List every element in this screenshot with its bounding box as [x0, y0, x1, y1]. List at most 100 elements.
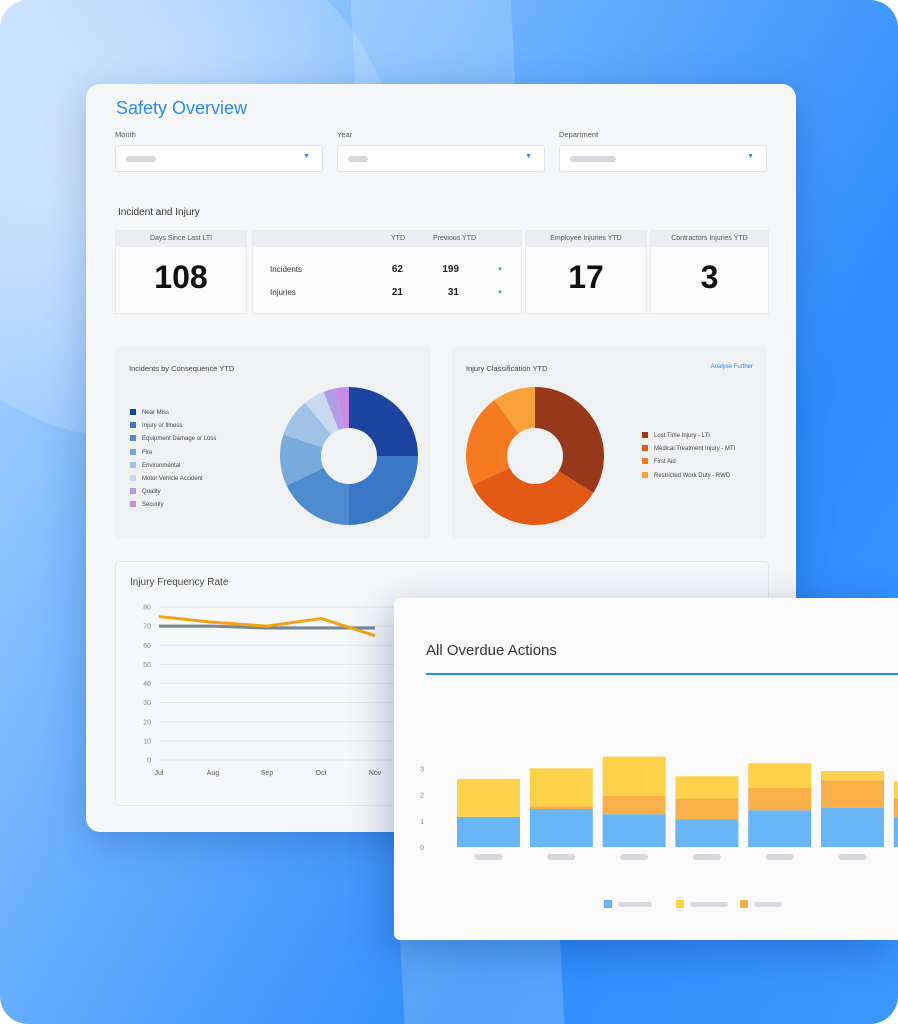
slice-security[interactable]: [336, 387, 349, 429]
bar-segment[interactable]: [675, 819, 739, 847]
x-tick-label: Jul: [155, 770, 164, 777]
slice-injury-or-illness[interactable]: [349, 456, 418, 525]
legend-swatch: [130, 475, 136, 481]
bar-segment[interactable]: [529, 768, 593, 807]
incidents-table-card: YTD Previous YTD Incidents 62 199 ▼ Inju…: [252, 230, 522, 314]
y-tick-label: 2: [420, 793, 424, 800]
slice-motor-vehicle-accident[interactable]: [305, 391, 339, 435]
y-tick-label: 40: [143, 681, 151, 688]
legend-label: Medical Treatment Injury - MTI: [654, 446, 736, 453]
legend-swatch: [130, 422, 136, 429]
month-select[interactable]: ▼: [115, 145, 323, 172]
legend-label-placeholder: [754, 902, 782, 907]
slice-fire[interactable]: [280, 434, 324, 486]
legend-label: Near Miss: [142, 410, 170, 416]
bar-segment[interactable]: [602, 756, 666, 796]
legend-swatch: [130, 501, 136, 508]
bar-segment[interactable]: [821, 807, 884, 847]
bar-segment[interactable]: [893, 798, 898, 817]
x-tick-label-placeholder: [547, 854, 576, 860]
overdue-bar-chart: 3 2 1 0: [420, 756, 898, 908]
slice-environmental[interactable]: [283, 402, 332, 448]
month-select-value: [126, 156, 156, 162]
legend-item-medical-treatment-injury-mti: Medical Treatment Injury - MTI: [642, 445, 735, 452]
x-tick-label: Nov: [369, 770, 382, 777]
y-tick-label: 80: [143, 605, 151, 612]
legend-swatch: [642, 458, 648, 465]
analyse-further-link[interactable]: Analyse Further: [710, 364, 753, 370]
year-select[interactable]: ▼: [337, 145, 545, 172]
col-previous-ytd: Previous YTD: [433, 235, 477, 242]
month-label: Month: [115, 130, 136, 139]
legend-swatch: [642, 445, 648, 452]
bar-segment[interactable]: [821, 771, 884, 781]
legend-item-environmental: Environmental: [130, 461, 181, 469]
overdue-chart-title: All Overdue Actions: [426, 642, 557, 659]
x-tick-label: Sep: [261, 770, 274, 777]
days-since-lti-card: Days Since Last LTI 108: [115, 230, 247, 314]
y-tick-label: 10: [143, 738, 151, 745]
bar-segment[interactable]: [893, 781, 898, 799]
bar-segment[interactable]: [748, 788, 812, 811]
consequence-donut: [280, 387, 418, 525]
legend-item-first-aid: First Aid: [642, 458, 676, 465]
series-line-2: [158, 615, 376, 638]
classification-chart-title: Injury Classification YTD: [466, 364, 548, 373]
slice-near-miss[interactable]: [349, 387, 418, 456]
employee-injuries-card: Employee Injuries YTD 17: [525, 230, 647, 314]
department-label: Department: [559, 130, 599, 139]
y-tick-label: 70: [143, 624, 151, 631]
legend-swatch: [604, 900, 612, 908]
employee-injuries-label: Employee Injuries YTD: [526, 231, 646, 247]
bar-segment[interactable]: [748, 810, 812, 847]
legend-label-placeholder: [690, 902, 728, 907]
legend-label: Environmental: [142, 462, 181, 469]
bar-segment[interactable]: [602, 795, 666, 815]
bar-segment[interactable]: [602, 814, 666, 847]
bar-segment[interactable]: [748, 763, 812, 789]
slice-medical-treatment-injury-mti[interactable]: [472, 467, 594, 525]
y-tick-label: 20: [143, 719, 151, 726]
y-tick-label: 50: [143, 662, 151, 669]
legend-label: Injury or Illness: [142, 423, 183, 430]
bar-segment[interactable]: [457, 816, 520, 847]
department-select[interactable]: ▼: [559, 145, 767, 172]
legend-swatch: [676, 900, 684, 908]
legend-swatch: [740, 900, 748, 908]
slice-restricted-work-duty-rwd[interactable]: [494, 387, 535, 434]
bar-segment[interactable]: [529, 809, 593, 847]
down-arrow-icon: ▼: [497, 290, 503, 296]
col-ytd: YTD: [391, 235, 405, 242]
legend-label: Fire: [142, 449, 153, 456]
legend-label: Equipment Damage or Loss: [142, 436, 217, 443]
page-title: Safety Overview: [116, 98, 248, 118]
bar-segment[interactable]: [529, 806, 593, 810]
y-tick-label: 1: [420, 819, 424, 826]
bar-segment[interactable]: [457, 778, 520, 817]
slice-equipment-damage-or-loss[interactable]: [286, 467, 349, 525]
consequence-chart-card: Incidents by Consequence YTD Near Miss In…: [115, 347, 431, 539]
down-arrow-icon: ▼: [497, 267, 503, 273]
classification-chart-card: Injury Classification YTD Analyse Furthe…: [452, 347, 767, 539]
legend-label: Security: [142, 502, 164, 509]
consequence-chart-title: Incidents by Consequence YTD: [129, 364, 235, 373]
series-line-1: [159, 624, 375, 630]
x-tick-label-placeholder: [474, 854, 503, 860]
legend-item-fire: Fire: [130, 448, 153, 456]
injuries-row-label: Injuries: [270, 288, 296, 297]
legend-label: Motor Vehicle Accident: [142, 476, 203, 482]
slice-first-aid[interactable]: [466, 400, 519, 486]
incident-section-title: Incident and Injury: [118, 207, 200, 218]
y-tick-label: 0: [147, 758, 151, 765]
x-tick-label-placeholder: [620, 854, 649, 860]
bar-segment[interactable]: [893, 816, 898, 847]
legend-swatch: [130, 488, 136, 495]
bar-segment[interactable]: [675, 776, 739, 799]
slice-lost-time-injury-lti[interactable]: [535, 387, 604, 493]
slice-quality[interactable]: [323, 388, 344, 430]
legend-label-placeholder: [618, 902, 652, 907]
x-tick-label-placeholder: [765, 854, 794, 860]
bar-segment[interactable]: [821, 780, 884, 808]
legend-swatch: [642, 432, 648, 438]
bar-segment[interactable]: [675, 798, 739, 820]
